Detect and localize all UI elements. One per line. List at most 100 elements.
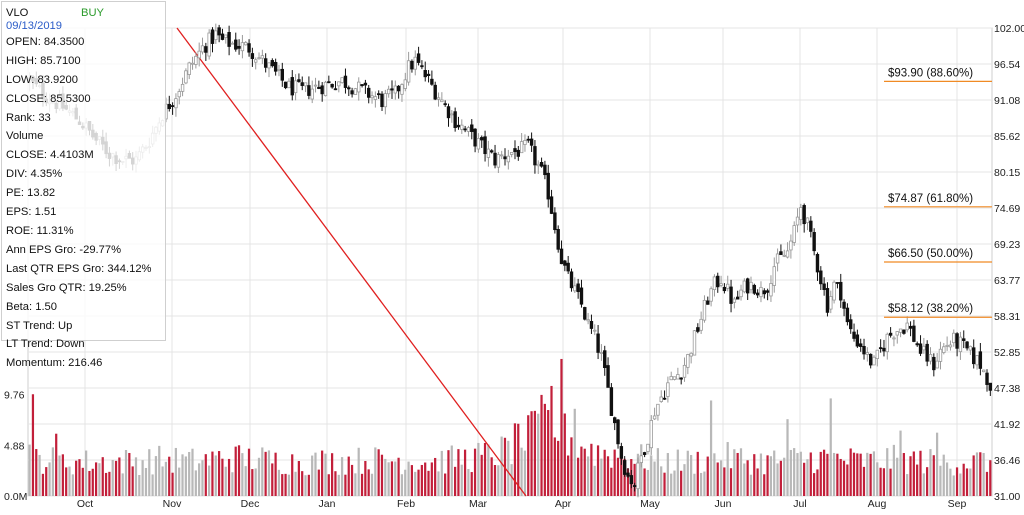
candle-body (453, 111, 457, 128)
candle-body (785, 250, 790, 258)
candle-body (662, 397, 667, 400)
volume-bar (975, 452, 979, 496)
candle-body (972, 347, 976, 365)
volume-bar (55, 433, 58, 496)
price-tick-label: 47.38 (994, 383, 1020, 395)
candle-body (363, 82, 368, 86)
volume-bar (653, 461, 656, 496)
price-tick-label: 96.54 (994, 59, 1020, 71)
volume-bar (297, 461, 300, 496)
volume-bar (763, 474, 766, 496)
volume-bar (703, 471, 706, 496)
candle-body (985, 372, 989, 385)
candle-body (553, 212, 557, 231)
volume-bar (224, 466, 227, 496)
candle-body (702, 299, 707, 321)
candle-body (849, 319, 853, 330)
candle-body (210, 29, 215, 44)
candle-body (440, 99, 444, 103)
candle-body (679, 377, 683, 380)
volume-bar (726, 442, 729, 496)
price-tick-label: 36.46 (994, 455, 1020, 467)
volume-bar (969, 468, 972, 496)
candle-body (902, 329, 906, 334)
volume-bar (394, 461, 397, 496)
candle-body (905, 322, 909, 331)
candle-body (277, 68, 281, 71)
volume-bar (776, 463, 779, 496)
candle-body (194, 55, 198, 65)
candle-body (632, 485, 637, 487)
volume-bar (467, 469, 470, 496)
volume-bar (178, 467, 181, 496)
volume-bar (287, 474, 291, 496)
volume-bar (829, 398, 832, 496)
candle-body (393, 85, 398, 94)
candle-body (912, 325, 916, 342)
candle-body (566, 262, 570, 272)
volume-bar (181, 454, 184, 496)
candle-body (290, 77, 294, 96)
volume-bar (743, 463, 746, 496)
volume-bar (344, 474, 347, 496)
volume-bar (377, 449, 380, 496)
volume-bar (314, 452, 317, 496)
candle-body (370, 95, 374, 99)
candle-body (217, 27, 221, 36)
volume-bar (35, 449, 38, 496)
stat-line: OPEN: 84.3500 (6, 35, 85, 48)
candle-body (263, 58, 268, 68)
volume-bar (783, 457, 786, 496)
volume-bar (822, 449, 826, 496)
volume-bar (942, 454, 945, 496)
volume-bar (935, 432, 939, 496)
candle-body (576, 283, 580, 293)
volume-bar (397, 457, 400, 496)
volume-bar (759, 453, 763, 496)
stat-line: LOW: 83.9200 (6, 73, 78, 86)
candle-body (180, 83, 185, 92)
volume-bar (434, 457, 437, 496)
volume-bar (453, 466, 457, 496)
candle-body (815, 253, 820, 273)
volume-bar (81, 467, 84, 496)
volume-bar (660, 466, 663, 496)
volume-bar (912, 451, 915, 496)
volume-bar (154, 456, 158, 496)
candle-body (812, 232, 816, 252)
volume-bar (507, 440, 510, 496)
candle-body (283, 81, 288, 89)
candle-body (656, 403, 660, 416)
volume-bar (809, 452, 812, 496)
candle-body (825, 288, 830, 313)
volume-bar (138, 474, 141, 496)
candle-body (639, 455, 644, 463)
volume-bar (876, 462, 879, 496)
volume-bar (939, 465, 942, 496)
volume-bar (360, 473, 364, 496)
candle-body (396, 85, 401, 92)
price-tick-label: 41.92 (994, 419, 1020, 431)
volume-bar (204, 454, 207, 496)
volume-bar (463, 449, 467, 496)
volume-bar (832, 452, 836, 496)
volume-bar (819, 451, 822, 496)
volume-bar (480, 454, 483, 496)
volume-bar (799, 451, 802, 496)
month-label: May (640, 498, 661, 510)
ticker-symbol: VLO (6, 7, 29, 19)
volume-bar (899, 430, 902, 496)
month-label: Jan (319, 498, 336, 510)
fib-label: $66.50 (50.00%) (888, 248, 973, 260)
candle-body (642, 452, 647, 455)
volume-bar (490, 457, 493, 496)
stat-line: HIGH: 85.7100 (6, 54, 81, 67)
candle-body (303, 82, 308, 87)
candle-body (476, 137, 481, 150)
candle-body (323, 81, 328, 97)
candle-body (981, 369, 986, 373)
buy-signal: BUY (81, 7, 105, 19)
symbol-row: VLO BUY (6, 4, 161, 23)
candle-body (310, 88, 314, 100)
month-label: Sep (948, 498, 967, 510)
